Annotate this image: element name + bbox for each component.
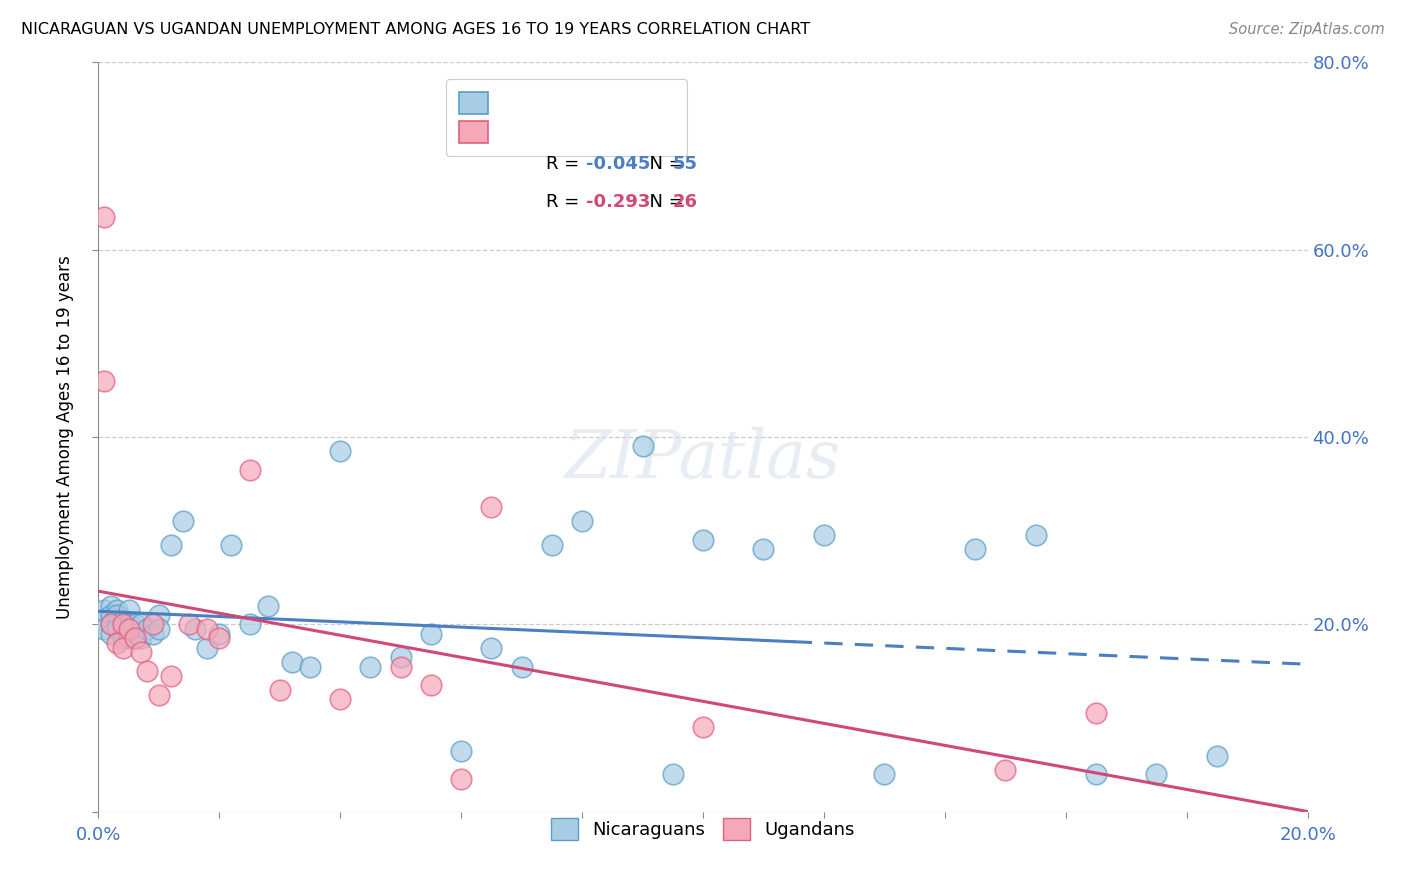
Point xyxy=(105,636,128,650)
Point xyxy=(118,617,141,632)
Legend: Nicaraguans, Ugandans: Nicaraguans, Ugandans xyxy=(544,811,862,847)
Point xyxy=(329,444,352,458)
Point xyxy=(118,622,141,636)
Text: ZIPatlas: ZIPatlas xyxy=(565,427,841,492)
Point xyxy=(631,440,654,453)
Point xyxy=(1085,706,1108,721)
Text: N =: N = xyxy=(638,193,689,211)
Point xyxy=(93,603,115,617)
Point xyxy=(148,608,170,623)
Point xyxy=(142,626,165,640)
Text: -0.045: -0.045 xyxy=(586,155,650,173)
Point xyxy=(148,622,170,636)
Point xyxy=(93,374,115,388)
Text: 55: 55 xyxy=(673,155,697,173)
Point xyxy=(208,626,231,640)
Point xyxy=(100,599,122,613)
Point xyxy=(93,613,115,627)
Point xyxy=(93,622,115,636)
Text: R =: R = xyxy=(546,155,585,173)
Point xyxy=(420,626,443,640)
Point xyxy=(281,655,304,669)
Point xyxy=(450,772,472,786)
Text: -0.293: -0.293 xyxy=(586,193,650,211)
Point xyxy=(105,603,128,617)
Point xyxy=(692,721,714,735)
Point xyxy=(111,613,134,627)
Point xyxy=(208,632,231,646)
Point xyxy=(1024,528,1046,542)
Point xyxy=(813,528,835,542)
Point xyxy=(111,617,134,632)
Point xyxy=(142,617,165,632)
Text: NICARAGUAN VS UGANDAN UNEMPLOYMENT AMONG AGES 16 TO 19 YEARS CORRELATION CHART: NICARAGUAN VS UGANDAN UNEMPLOYMENT AMONG… xyxy=(21,22,810,37)
Point xyxy=(179,617,201,632)
Point xyxy=(118,603,141,617)
Point xyxy=(450,744,472,758)
Point xyxy=(111,622,134,636)
Point xyxy=(100,608,122,623)
Point xyxy=(129,646,152,660)
Point xyxy=(148,688,170,702)
Point xyxy=(389,659,412,673)
Point xyxy=(965,542,987,557)
Point xyxy=(239,617,262,632)
Point xyxy=(105,608,128,623)
Point xyxy=(195,622,218,636)
Point xyxy=(420,678,443,692)
Point xyxy=(160,538,183,552)
Text: N =: N = xyxy=(638,155,689,173)
Point xyxy=(93,210,115,224)
Point xyxy=(571,514,593,528)
Point xyxy=(299,659,322,673)
Point xyxy=(118,632,141,646)
Point xyxy=(100,626,122,640)
Point xyxy=(1085,767,1108,781)
Text: R =: R = xyxy=(546,193,585,211)
Point xyxy=(329,692,352,706)
Point xyxy=(256,599,278,613)
Text: Source: ZipAtlas.com: Source: ZipAtlas.com xyxy=(1229,22,1385,37)
Point xyxy=(172,514,194,528)
Point xyxy=(100,617,122,632)
Point xyxy=(105,617,128,632)
Point xyxy=(135,664,157,679)
Point xyxy=(124,632,146,646)
Point xyxy=(510,659,533,673)
Point xyxy=(692,533,714,547)
Point xyxy=(195,640,218,655)
Point xyxy=(129,617,152,632)
Y-axis label: Unemployment Among Ages 16 to 19 years: Unemployment Among Ages 16 to 19 years xyxy=(56,255,75,619)
Point xyxy=(752,542,775,557)
Point xyxy=(124,617,146,632)
Point xyxy=(111,640,134,655)
Point xyxy=(481,500,503,515)
Point xyxy=(124,632,146,646)
Point xyxy=(360,659,382,673)
Point xyxy=(994,763,1017,777)
Point xyxy=(221,538,243,552)
Point xyxy=(1144,767,1167,781)
Point xyxy=(1206,748,1229,763)
Point xyxy=(661,767,683,781)
Point xyxy=(239,463,262,477)
Point xyxy=(135,622,157,636)
Point xyxy=(100,617,122,632)
Point xyxy=(111,632,134,646)
Point xyxy=(160,669,183,683)
Point xyxy=(540,538,562,552)
Point xyxy=(129,632,152,646)
Point xyxy=(105,622,128,636)
Point xyxy=(269,683,291,698)
Point xyxy=(481,640,503,655)
Point xyxy=(873,767,896,781)
Point xyxy=(184,622,207,636)
Point xyxy=(389,650,412,665)
Text: 26: 26 xyxy=(673,193,697,211)
